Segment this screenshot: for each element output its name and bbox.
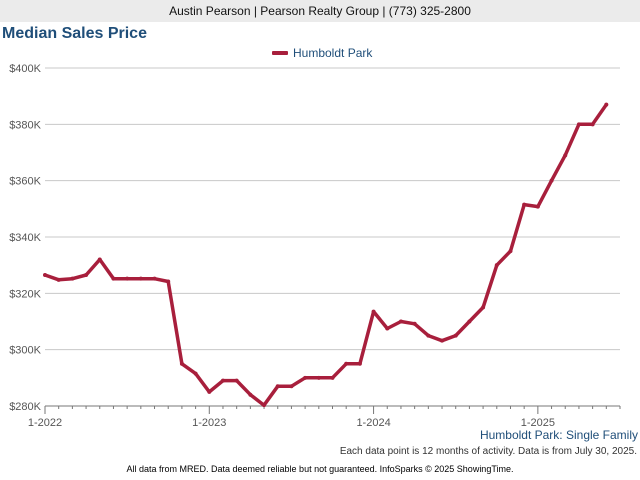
- x-tick-label: 1-2024: [356, 417, 390, 429]
- header-contact-bar: Austin Pearson | Pearson Realty Group | …: [0, 0, 640, 22]
- data-point[interactable]: [535, 204, 540, 209]
- series-humboldt-park: [43, 102, 609, 408]
- data-point[interactable]: [481, 305, 486, 310]
- data-point[interactable]: [576, 122, 581, 127]
- header-contact-text: Austin Pearson | Pearson Realty Group | …: [169, 4, 471, 18]
- data-point[interactable]: [125, 276, 130, 281]
- data-point[interactable]: [138, 276, 143, 281]
- axes: $280K $300K $320K $340K $360K $380K $400K 1-202…: [9, 63, 621, 429]
- chart-title: Median Sales Price: [2, 25, 147, 42]
- x-tick-label: 1-2022: [28, 417, 62, 429]
- data-point[interactable]: [508, 249, 513, 254]
- chart-legend[interactable]: Humboldt Park: [272, 46, 372, 60]
- data-point[interactable]: [262, 403, 267, 408]
- data-point[interactable]: [453, 333, 458, 338]
- data-point[interactable]: [97, 257, 102, 262]
- data-point[interactable]: [590, 122, 595, 127]
- data-point[interactable]: [193, 371, 198, 376]
- y-tick-label: $320K: [9, 288, 41, 300]
- grid-lines: [45, 67, 620, 407]
- data-point[interactable]: [275, 384, 280, 389]
- data-point[interactable]: [207, 389, 212, 394]
- x-tick-label: 1-2023: [192, 417, 226, 429]
- y-tick-label: $340K: [9, 232, 41, 244]
- data-point[interactable]: [234, 378, 239, 383]
- data-point[interactable]: [152, 276, 157, 281]
- series-line-humboldt-park[interactable]: [43, 102, 609, 407]
- data-point[interactable]: [426, 333, 431, 338]
- data-point[interactable]: [549, 178, 554, 183]
- data-point[interactable]: [166, 279, 171, 284]
- data-point[interactable]: [43, 273, 47, 278]
- data-point[interactable]: [412, 321, 417, 326]
- data-point[interactable]: [385, 326, 390, 331]
- y-tick-label: $300K: [9, 345, 41, 357]
- data-point[interactable]: [111, 276, 116, 281]
- data-point[interactable]: [371, 309, 376, 314]
- data-point[interactable]: [398, 319, 403, 324]
- data-point[interactable]: [604, 102, 609, 107]
- data-point[interactable]: [179, 361, 184, 366]
- x-tick-label: 1-2025: [521, 417, 555, 429]
- data-point[interactable]: [84, 273, 89, 278]
- data-note: Each data point is 12 months of activity…: [339, 446, 637, 457]
- data-point[interactable]: [357, 361, 362, 366]
- data-point[interactable]: [440, 338, 445, 343]
- data-point[interactable]: [303, 375, 308, 380]
- data-point[interactable]: [522, 202, 527, 207]
- y-tick-label: $360K: [9, 176, 41, 188]
- data-point[interactable]: [330, 375, 335, 380]
- data-point[interactable]: [563, 153, 568, 158]
- legend-label-humboldt-park: Humboldt Park: [293, 46, 373, 60]
- y-tick-label: $280K: [9, 401, 41, 413]
- data-point[interactable]: [70, 276, 75, 281]
- data-point[interactable]: [467, 319, 472, 324]
- data-point[interactable]: [220, 378, 225, 383]
- data-point[interactable]: [494, 263, 499, 268]
- y-tick-label: $380K: [9, 119, 41, 131]
- data-point[interactable]: [316, 375, 321, 380]
- chart-subtitle: Humboldt Park: Single Family: [479, 428, 638, 442]
- data-point[interactable]: [248, 392, 253, 397]
- y-tick-label: $400K: [9, 63, 41, 75]
- data-point[interactable]: [344, 361, 349, 366]
- footer-disclaimer: All data from MRED. Data deemed reliable…: [126, 464, 514, 474]
- data-point[interactable]: [289, 384, 294, 389]
- data-point[interactable]: [56, 277, 61, 282]
- legend-swatch-humboldt-park: [272, 51, 288, 55]
